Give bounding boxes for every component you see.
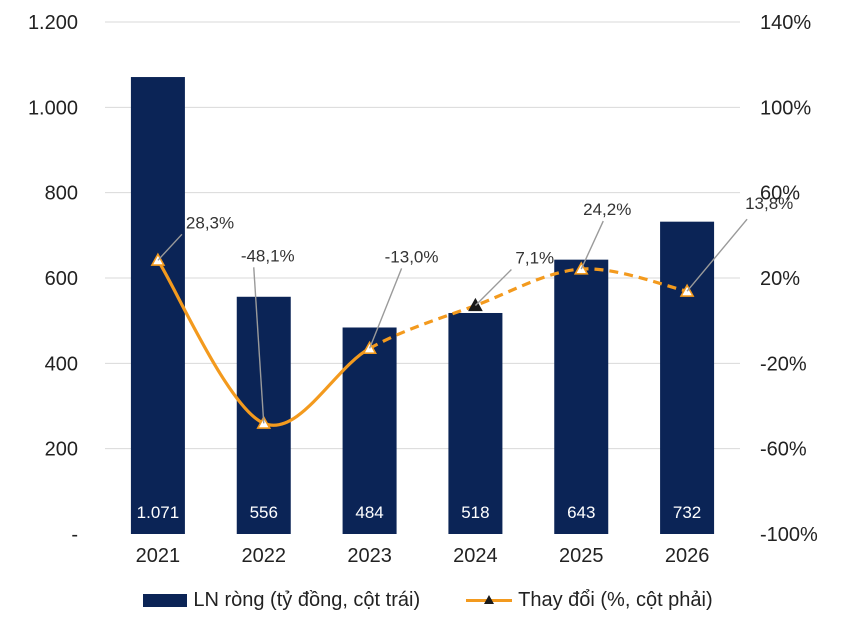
bar-value-label: 732 bbox=[673, 503, 701, 522]
legend-bar-label: LN ròng (tỷ đồng, cột trái) bbox=[193, 588, 421, 611]
leader-line bbox=[580, 220, 604, 270]
left-tick-label: 400 bbox=[45, 353, 78, 375]
left-tick-label: 1.000 bbox=[28, 97, 78, 119]
left-tick-label: 600 bbox=[45, 268, 78, 290]
line-value-label: 24,2% bbox=[583, 200, 631, 219]
right-tick-label: -100% bbox=[760, 524, 818, 546]
bar-value-label: 1.071 bbox=[137, 503, 180, 522]
left-tick-label: - bbox=[71, 524, 78, 546]
x-tick-label: 2023 bbox=[347, 545, 392, 567]
leader-line bbox=[253, 267, 265, 424]
right-tick-label: 100% bbox=[760, 97, 811, 119]
bar bbox=[130, 77, 185, 534]
bar-data-labels: 1.071 556 484 518 643 732 bbox=[137, 503, 702, 522]
bar-value-label: 518 bbox=[461, 503, 489, 522]
left-tick-label: 800 bbox=[45, 183, 78, 205]
bar bbox=[448, 312, 503, 534]
x-tick-label: 2022 bbox=[242, 545, 287, 567]
x-axis: 2021 2022 2023 2024 2025 2026 bbox=[136, 545, 710, 567]
bar bbox=[660, 221, 715, 534]
right-axis: -100% -60% -20% 20% 60% 100% 140% bbox=[760, 12, 818, 546]
right-tick-label: -60% bbox=[760, 439, 807, 461]
callout-leaders bbox=[157, 218, 748, 424]
legend-line-label: Thay đổi (%, cột phải) bbox=[518, 588, 713, 611]
bar bbox=[554, 259, 609, 534]
line-series bbox=[150, 252, 695, 429]
triangle-marker-icon bbox=[484, 595, 495, 604]
bar-value-label: 643 bbox=[567, 503, 595, 522]
x-tick-label: 2025 bbox=[559, 545, 604, 567]
right-tick-label: 20% bbox=[760, 268, 800, 290]
right-tick-label: 60% bbox=[760, 183, 800, 205]
legend-bar-swatch bbox=[143, 593, 188, 607]
line-value-label: -48,1% bbox=[241, 246, 295, 265]
legend-item-line[interactable]: Thay đổi (%, cột phải) bbox=[466, 589, 713, 612]
gridlines bbox=[105, 21, 740, 450]
line-forecast bbox=[368, 267, 688, 350]
right-tick-label: 140% bbox=[760, 12, 811, 34]
left-axis: - 200 400 600 800 1.000 1.200 bbox=[28, 12, 78, 546]
line-value-label: -13,0% bbox=[385, 247, 439, 266]
line-data-labels: 28,3% -48,1% -13,0% 7,1% 24,2% 13,8% bbox=[186, 194, 793, 267]
right-tick-label: -20% bbox=[760, 353, 807, 375]
leader-line bbox=[474, 269, 512, 307]
legend: LN ròng (tỷ đồng, cột trái) Thay đổi (%,… bbox=[0, 585, 856, 615]
line-value-label: 28,3% bbox=[186, 213, 234, 232]
left-tick-label: 200 bbox=[45, 439, 78, 461]
bar-series bbox=[130, 77, 715, 534]
line-value-label: 13,8% bbox=[745, 194, 793, 213]
chart: 1.071 556 484 518 643 732 28,3% -48,1% -13,0% 7,… bbox=[28, 12, 818, 567]
legend-line-swatch bbox=[466, 593, 513, 607]
x-tick-label: 2021 bbox=[136, 545, 181, 567]
bar-value-label: 556 bbox=[250, 503, 278, 522]
bar-value-label: 484 bbox=[355, 503, 383, 522]
leader-line bbox=[157, 233, 183, 261]
left-tick-label: 1.200 bbox=[28, 12, 78, 34]
leader-line bbox=[686, 218, 748, 292]
x-tick-label: 2024 bbox=[453, 545, 498, 567]
x-tick-label: 2026 bbox=[665, 545, 710, 567]
line-value-label: 7,1% bbox=[515, 249, 554, 268]
legend-item-bars[interactable]: LN ròng (tỷ đồng, cột trái) bbox=[143, 589, 420, 612]
leader-line bbox=[368, 268, 403, 349]
